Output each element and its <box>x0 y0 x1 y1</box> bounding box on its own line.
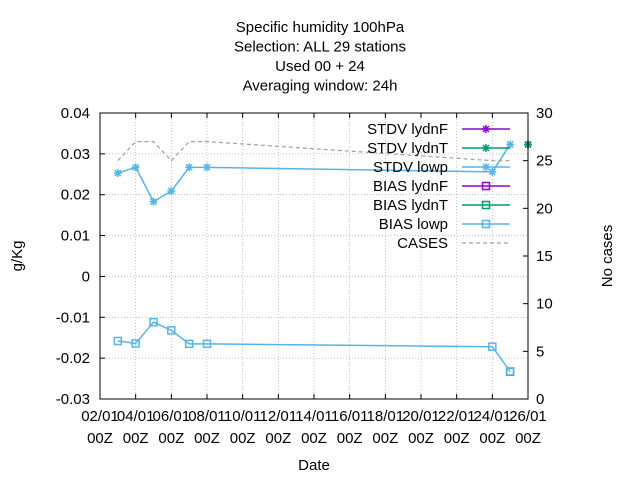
x-tick-label: 18/01 <box>367 408 405 425</box>
series-layer <box>113 140 532 376</box>
x-tick-label: 08/01 <box>188 408 226 425</box>
axis-ticks: 02/0100Z04/0100Z06/0100Z08/0100Z10/0100Z… <box>56 105 553 447</box>
y2-tick-label: 15 <box>536 248 553 265</box>
y2-tick-label: 10 <box>536 296 553 313</box>
x-tick-label: 22/01 <box>438 408 476 425</box>
marker-stroke <box>482 125 490 133</box>
x-tick-label: 10/01 <box>224 408 262 425</box>
x-tick-label: 00Z <box>515 430 541 447</box>
y2-tick-label: 25 <box>536 153 553 170</box>
star-marker <box>488 167 497 176</box>
x-tick-label: 00Z <box>265 430 291 447</box>
y-tick-label: 0.02 <box>61 187 90 204</box>
square-marker <box>167 326 176 335</box>
legend: STDV lydnF STDV lydnT STDV lowp BIAS lydnF B… <box>367 121 510 252</box>
marker-stroke <box>185 163 193 171</box>
legend-label: STDV lydnF <box>367 121 448 138</box>
x-tick-label: 00Z <box>123 430 149 447</box>
square-marker <box>481 200 491 210</box>
y2-tick-label: 30 <box>536 105 553 122</box>
x-tick-label: 02/01 <box>81 408 119 425</box>
marker-stroke <box>482 163 490 171</box>
series-line <box>117 141 511 162</box>
y-tick-label: 0.03 <box>61 146 90 163</box>
x-tick-label: 12/01 <box>260 408 298 425</box>
x-tick-label: 00Z <box>230 430 256 447</box>
legend-label: CASES <box>397 235 448 252</box>
star-marker <box>185 163 194 172</box>
square-marker <box>113 336 123 346</box>
square-marker <box>131 339 140 348</box>
x-tick-label: 04/01 <box>117 408 155 425</box>
y2-tick-label: 5 <box>536 343 544 360</box>
legend-label: STDV lowp <box>373 159 448 176</box>
x-tick-label: 00Z <box>444 430 470 447</box>
x-tick-label: 00Z <box>301 430 327 447</box>
square-marker <box>184 339 194 349</box>
star-marker <box>113 169 122 178</box>
x-tick-label: 00Z <box>158 430 184 447</box>
y2-tick-label: 20 <box>536 200 553 217</box>
star-marker <box>131 163 140 172</box>
x-tick-label: 00Z <box>194 430 220 447</box>
y-tick-label: -0.03 <box>56 391 90 408</box>
star-marker <box>482 125 490 133</box>
marker-stroke <box>203 163 211 171</box>
star-marker <box>203 163 211 172</box>
x-tick-label: 00Z <box>87 430 113 447</box>
legend-label: BIAS lowp <box>379 216 448 233</box>
square-marker <box>202 339 212 349</box>
marker-stroke <box>488 168 496 176</box>
y-tick-label: -0.02 <box>56 350 90 367</box>
x-tick-label: 14/01 <box>295 408 333 425</box>
star-marker <box>506 140 515 149</box>
x-tick-label: 00Z <box>372 430 398 447</box>
legend-label: STDV lydnT <box>367 140 448 157</box>
square-marker <box>149 317 158 327</box>
y-tick-label: 0 <box>82 268 90 285</box>
square-marker <box>488 342 497 351</box>
marker-stroke <box>132 163 140 171</box>
marker-stroke <box>114 169 122 177</box>
x-tick-label: 26/01 <box>509 408 547 425</box>
marker-stroke <box>506 140 514 148</box>
square-marker <box>481 181 491 191</box>
legend-label: BIAS lydnT <box>373 197 448 214</box>
y2-axis-label: No cases <box>599 225 616 288</box>
x-tick-label: 20/01 <box>402 408 440 425</box>
chart-title: Specific humidity 100hPa Selection: ALL 2… <box>234 19 406 95</box>
marker-stroke <box>149 198 158 206</box>
marker-stroke <box>167 187 175 195</box>
y-axis-label: g/Kg <box>9 241 26 272</box>
x-tick-label: 24/01 <box>474 408 512 425</box>
y2-tick-label: 0 <box>536 391 544 408</box>
star-marker <box>482 163 490 171</box>
square-marker <box>505 367 515 376</box>
series-cases <box>117 141 511 162</box>
grid <box>99 112 529 400</box>
x-tick-label: 06/01 <box>153 408 191 425</box>
series-stdv-lowp <box>113 140 515 206</box>
x-axis-label: Date <box>298 457 330 474</box>
y-tick-label: 0.01 <box>61 228 90 245</box>
series-line <box>117 144 511 203</box>
marker-stroke <box>482 144 490 152</box>
title-line: Selection: ALL 29 stations <box>234 39 406 56</box>
star-marker <box>149 197 158 206</box>
y-tick-label: -0.01 <box>56 309 90 326</box>
x-tick-label: 00Z <box>408 430 434 447</box>
title-line: Specific humidity 100hPa <box>236 19 405 36</box>
series-bias-lowp <box>113 317 515 376</box>
x-tick-label: 00Z <box>479 430 505 447</box>
star-marker <box>482 144 490 152</box>
legend-label: BIAS lydnF <box>373 178 448 195</box>
x-tick-label: 16/01 <box>331 408 369 425</box>
star-marker <box>167 187 176 196</box>
y-tick-label: 0.04 <box>61 105 90 122</box>
square-marker <box>481 219 491 229</box>
x-tick-label: 00Z <box>337 430 363 447</box>
title-line: Used 00 + 24 <box>275 58 365 75</box>
title-line: Averaging window: 24h <box>243 78 398 95</box>
